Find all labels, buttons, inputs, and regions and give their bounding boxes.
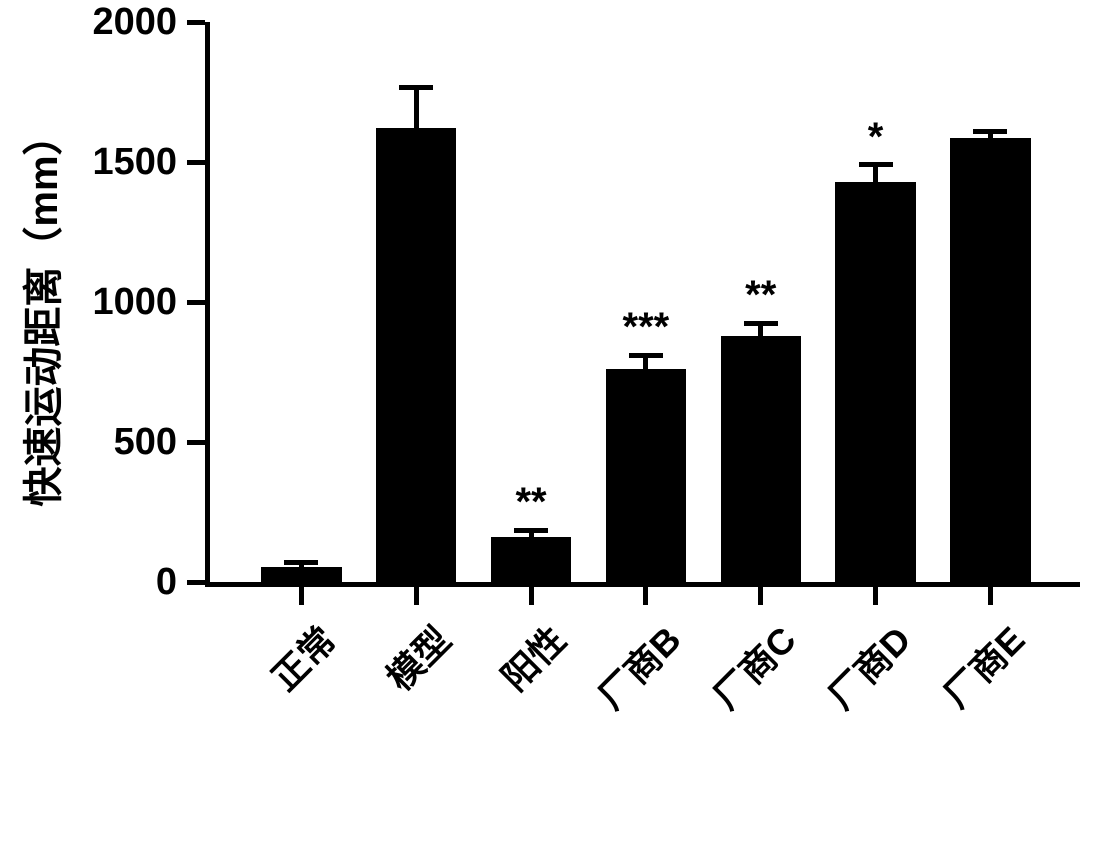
bar (835, 182, 915, 582)
error-bar-cap (284, 560, 318, 565)
x-tick (529, 587, 534, 605)
x-tick (299, 587, 304, 605)
error-bar-cap (859, 162, 893, 167)
error-bar (873, 165, 878, 182)
bar (606, 369, 686, 582)
significance-label: ** (451, 480, 611, 525)
y-tick-label: 2000 (0, 1, 177, 44)
significance-label: ** (681, 273, 841, 318)
y-tick (187, 300, 205, 305)
error-bar-cap (399, 85, 433, 90)
error-bar (414, 88, 419, 129)
x-tick (643, 587, 648, 605)
y-tick (187, 580, 205, 585)
x-tick (758, 587, 763, 605)
bar-chart: 快速运动距离（mm） 0500100015002000 ******** 正常模… (0, 0, 1111, 788)
error-bar-cap (514, 528, 548, 533)
x-tick (873, 587, 878, 605)
y-tick (187, 440, 205, 445)
y-tick-label: 1500 (0, 141, 177, 184)
bar (261, 567, 341, 582)
y-tick-label: 1000 (0, 281, 177, 324)
y-tick (187, 20, 205, 25)
x-tick (988, 587, 993, 605)
bar (721, 336, 801, 582)
y-tick-label: 500 (0, 421, 177, 464)
x-tick (414, 587, 419, 605)
bar (376, 128, 456, 582)
bar (950, 138, 1030, 582)
error-bar-cap (973, 129, 1007, 134)
error-bar-cap (744, 321, 778, 326)
y-tick-label: 0 (0, 561, 177, 604)
error-bar-cap (629, 353, 663, 358)
y-tick (187, 160, 205, 165)
bar (491, 537, 571, 582)
y-axis-line (205, 22, 210, 587)
significance-label: * (796, 115, 956, 160)
